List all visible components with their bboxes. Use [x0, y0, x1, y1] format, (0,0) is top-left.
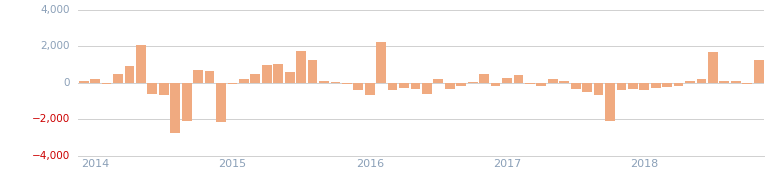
Bar: [571, 83, 580, 89]
Bar: [182, 83, 192, 121]
Bar: [697, 79, 707, 83]
Bar: [662, 83, 672, 87]
Bar: [491, 83, 501, 86]
Bar: [468, 82, 477, 83]
Bar: [147, 83, 158, 94]
Bar: [605, 83, 615, 121]
Bar: [445, 83, 455, 89]
Bar: [79, 81, 89, 83]
Bar: [674, 83, 683, 86]
Bar: [594, 83, 604, 95]
Bar: [651, 83, 661, 88]
Bar: [743, 83, 752, 85]
Bar: [353, 83, 363, 90]
Bar: [616, 83, 626, 90]
Bar: [159, 83, 168, 95]
Bar: [502, 78, 512, 83]
Bar: [193, 70, 203, 83]
Bar: [376, 42, 386, 83]
Bar: [307, 60, 317, 83]
Bar: [388, 83, 398, 90]
Text: 4,000: 4,000: [41, 5, 70, 14]
Bar: [285, 72, 295, 83]
Bar: [479, 74, 489, 83]
Bar: [399, 83, 409, 88]
Bar: [228, 83, 237, 85]
Bar: [136, 45, 146, 83]
Bar: [342, 83, 352, 85]
Bar: [434, 79, 443, 83]
Bar: [365, 83, 374, 95]
Bar: [719, 81, 729, 83]
Bar: [262, 65, 271, 83]
Bar: [628, 83, 638, 89]
Bar: [731, 81, 741, 83]
Bar: [113, 74, 123, 83]
Bar: [101, 83, 112, 85]
Text: −4,000: −4,000: [32, 151, 70, 161]
Bar: [250, 74, 261, 83]
Bar: [239, 79, 249, 83]
Bar: [525, 83, 535, 85]
Bar: [90, 79, 100, 83]
Bar: [456, 83, 466, 86]
Bar: [582, 83, 592, 92]
Bar: [204, 71, 215, 83]
Bar: [640, 83, 649, 90]
Text: 2,000: 2,000: [41, 41, 70, 51]
Bar: [331, 82, 340, 83]
Bar: [559, 81, 569, 83]
Bar: [548, 79, 558, 83]
Bar: [296, 51, 306, 83]
Text: 0: 0: [63, 78, 70, 88]
Bar: [753, 60, 764, 83]
Bar: [422, 83, 432, 94]
Bar: [273, 64, 283, 83]
Bar: [708, 52, 718, 83]
Bar: [319, 81, 329, 83]
Bar: [216, 83, 226, 122]
Bar: [410, 83, 420, 89]
Bar: [125, 66, 134, 83]
Bar: [685, 81, 695, 83]
Bar: [513, 75, 523, 83]
Text: −2,000: −2,000: [32, 114, 70, 124]
Bar: [537, 83, 546, 86]
Bar: [170, 83, 180, 133]
